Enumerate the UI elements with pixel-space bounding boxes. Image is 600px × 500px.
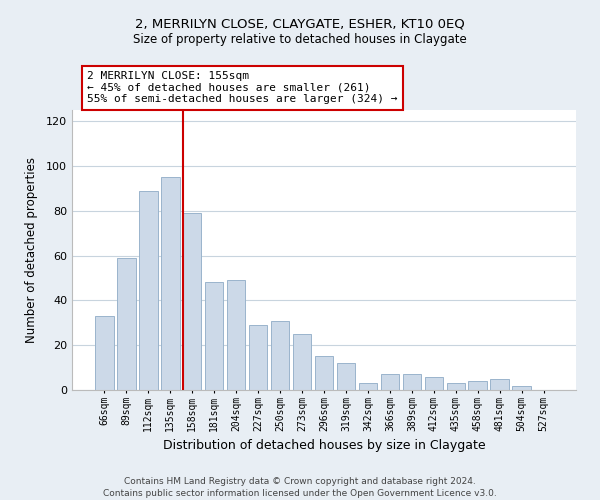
Bar (139, 190, 158, 390)
Text: Contains HM Land Registry data © Crown copyright and database right 2024.: Contains HM Land Registry data © Crown c… (124, 478, 476, 486)
Bar (469, 381, 487, 390)
Text: 2, MERRILYN CLOSE, CLAYGATE, ESHER, KT10 0EQ: 2, MERRILYN CLOSE, CLAYGATE, ESHER, KT10… (135, 18, 465, 30)
Bar (425, 376, 443, 390)
Text: Contains public sector information licensed under the Open Government Licence v3: Contains public sector information licen… (103, 489, 497, 498)
Text: Size of property relative to detached houses in Claygate: Size of property relative to detached ho… (133, 32, 467, 46)
Bar (117, 258, 136, 390)
Text: 2 MERRILYN CLOSE: 155sqm
← 45% of detached houses are smaller (261)
55% of semi-: 2 MERRILYN CLOSE: 155sqm ← 45% of detach… (87, 71, 398, 104)
Bar (205, 282, 223, 390)
Bar (293, 334, 311, 390)
Bar (95, 316, 113, 390)
Bar (249, 325, 268, 390)
Bar (380, 374, 399, 390)
Bar (512, 386, 531, 390)
Bar (161, 177, 179, 390)
Bar (271, 320, 289, 390)
Bar (490, 379, 509, 390)
Bar (403, 374, 421, 390)
Bar (183, 213, 202, 390)
Bar (227, 280, 245, 390)
Bar (359, 384, 377, 390)
Bar (337, 363, 355, 390)
Bar (446, 384, 465, 390)
Bar (314, 356, 334, 390)
X-axis label: Distribution of detached houses by size in Claygate: Distribution of detached houses by size … (163, 439, 485, 452)
Y-axis label: Number of detached properties: Number of detached properties (25, 157, 38, 343)
